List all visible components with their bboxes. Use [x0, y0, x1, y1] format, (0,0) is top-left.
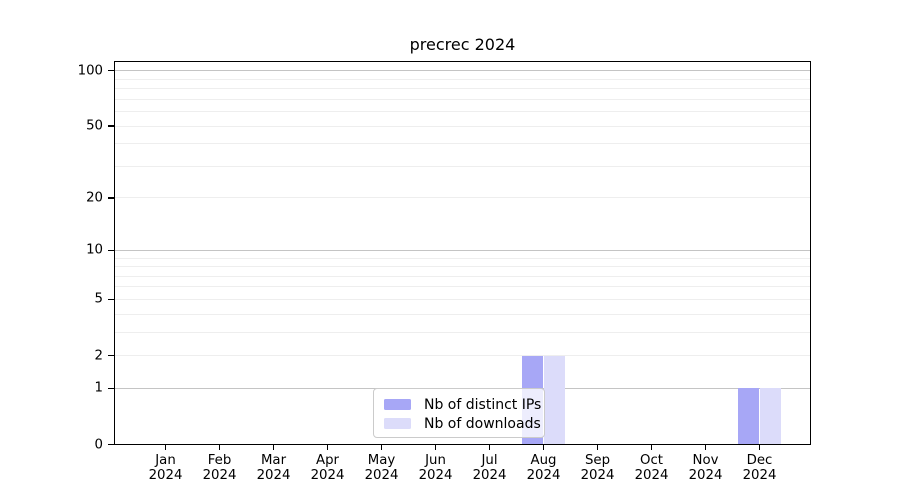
gridline-minor [114, 111, 811, 113]
y-axis-tick-label: 1 [94, 380, 103, 396]
y-axis-tick-label: 2 [94, 347, 103, 363]
bar-distinct-ips [737, 388, 760, 445]
x-axis-tick-label: Feb 2024 [202, 453, 237, 483]
x-axis-tick [542, 445, 545, 451]
x-axis-tick [596, 445, 599, 451]
legend-label: Nb of downloads [424, 415, 541, 432]
y-axis-tick [107, 125, 114, 127]
gridline-minor [114, 88, 811, 90]
gridline-major [114, 70, 811, 72]
gridline-minor [114, 165, 811, 167]
x-axis-tick-label: Apr 2024 [310, 453, 345, 483]
legend-label: Nb of distinct IPs [424, 396, 542, 413]
y-axis-tick-label: 100 [77, 63, 103, 79]
legend-swatch-downloads [384, 418, 411, 429]
gridline-minor [114, 197, 811, 199]
x-axis-tick [434, 445, 437, 451]
x-axis-tick-label: Jan 2024 [148, 453, 183, 483]
bar-downloads [759, 388, 782, 445]
gridline-minor [114, 257, 811, 259]
y-axis-tick [107, 70, 114, 72]
x-axis-tick-label: Mar 2024 [256, 453, 291, 483]
x-axis-tick [218, 445, 221, 451]
legend-item-downloads: Nb of downloads [374, 414, 544, 433]
x-axis-tick-label: Sep 2024 [580, 453, 615, 483]
x-axis-tick-label: Aug 2024 [526, 453, 561, 483]
gridline-minor [114, 275, 811, 277]
chart-title: precrec 2024 [409, 35, 516, 54]
y-axis-tick [107, 387, 114, 389]
gridline-minor [114, 143, 811, 145]
x-axis-tick [704, 445, 707, 451]
x-axis-tick-label: Nov 2024 [688, 453, 723, 483]
x-axis-tick [488, 445, 491, 451]
legend-item-distinct-ips: Nb of distinct IPs [374, 395, 544, 414]
x-axis-tick [758, 445, 761, 451]
x-axis-tick-label: Oct 2024 [634, 453, 669, 483]
y-axis-tick [107, 298, 114, 301]
gridline-major [114, 249, 811, 251]
y-axis-tick-label: 10 [86, 242, 103, 258]
x-axis-tick-label: Jun 2024 [418, 453, 453, 483]
y-axis-tick [107, 443, 114, 446]
gridline-minor [114, 286, 811, 288]
x-axis-tick-label: May 2024 [364, 453, 399, 483]
x-axis-tick [164, 445, 167, 451]
gridline-minor [114, 78, 811, 80]
x-axis-tick [272, 445, 275, 451]
bar-downloads [543, 355, 566, 445]
gridline-minor [114, 125, 811, 127]
gridline-minor [114, 266, 811, 268]
gridline-minor [114, 313, 811, 315]
legend-swatch-distinct-ips [384, 399, 411, 410]
x-axis-tick-label: Jul 2024 [472, 453, 507, 483]
x-axis-tick-label: Dec 2024 [742, 453, 777, 483]
gridline-minor [114, 331, 811, 333]
gridline-minor [114, 298, 811, 300]
y-axis-tick [107, 197, 114, 199]
legend: Nb of distinct IPs Nb of downloads [373, 388, 545, 438]
y-axis-tick [107, 354, 114, 357]
gridline-minor [114, 98, 811, 100]
y-axis-tick-label: 20 [86, 190, 103, 206]
x-axis-tick [380, 445, 383, 451]
y-axis-tick-label: 50 [86, 118, 103, 134]
y-axis-tick [107, 249, 114, 251]
x-axis-tick [326, 445, 329, 451]
y-axis-tick-label: 5 [94, 291, 103, 307]
gridline-minor [114, 355, 811, 357]
plot-area [114, 61, 811, 445]
x-axis-tick [650, 445, 653, 451]
y-axis-tick-label: 0 [94, 436, 103, 452]
